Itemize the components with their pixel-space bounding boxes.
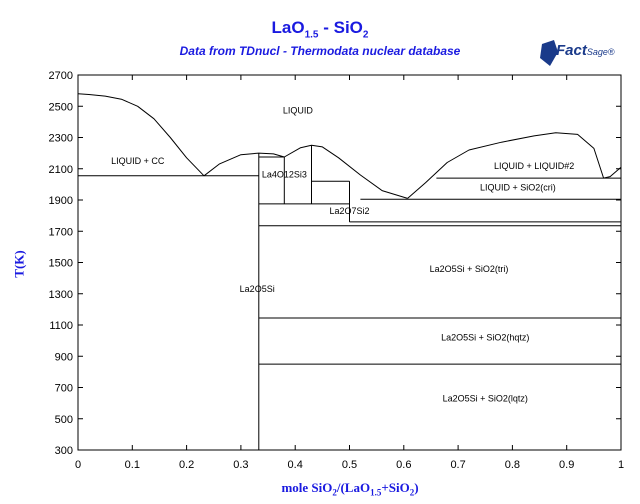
- y-tick-label: 2500: [49, 101, 73, 113]
- phase-boundary-line: [77, 93, 205, 177]
- phase-region-label: La2O5Si + SiO2(lqtz): [443, 394, 528, 404]
- y-tick-label: 700: [55, 383, 73, 395]
- y-tick-label: 500: [55, 414, 73, 426]
- phase-region-label: LIQUID + SiO2(cri): [480, 183, 556, 193]
- title-part-1: LaO: [271, 18, 305, 37]
- factsage-logo-icon: [540, 40, 558, 66]
- x-tick-label: 0.4: [288, 459, 303, 471]
- y-tick-label: 2100: [49, 164, 73, 176]
- title-subscript-1: 1.5: [304, 29, 319, 41]
- x-tick-label: 0.7: [450, 459, 465, 471]
- x-tick-label: 0.3: [233, 459, 248, 471]
- x-tick-label: 0.1: [125, 459, 140, 471]
- phase-region-label: LIQUID + LIQUID#2: [494, 161, 574, 171]
- phase-boundary-line: [203, 152, 285, 177]
- x-tick-label: 0.2: [179, 459, 194, 471]
- phase-boundary-line: [284, 144, 408, 199]
- phase-region-label: La2O7Si2: [329, 206, 369, 216]
- y-tick-label: 1500: [49, 258, 73, 270]
- y-tick-label: 1700: [49, 226, 73, 238]
- x-tick-label: 0.9: [559, 459, 574, 471]
- y-tick-label: 1900: [49, 195, 73, 207]
- x-tick-label: 0.6: [396, 459, 411, 471]
- y-tick-label: 2700: [49, 70, 73, 82]
- phase-boundary-line: [407, 132, 605, 199]
- x-tick-label: 0.8: [505, 459, 520, 471]
- y-tick-label: 2300: [49, 133, 73, 145]
- phase-region-label: LIQUID: [283, 105, 314, 115]
- phase-region-label: La2O5Si + SiO2(tri): [430, 264, 509, 274]
- x-axis-title: mole SiO2/(LaO1.5+SiO2): [281, 480, 419, 498]
- title-subscript-2: 2: [362, 29, 369, 41]
- x-tick-label: 1: [618, 459, 624, 471]
- phase-boundary-line: [603, 166, 622, 179]
- phase-region-label: La4O12Si3: [262, 169, 307, 179]
- y-tick-label: 300: [55, 445, 73, 457]
- y-tick-label: 900: [55, 351, 73, 363]
- x-tick-label: 0.5: [342, 459, 357, 471]
- chart-title: LaO1.5 - SiO2: [0, 18, 640, 40]
- x-tick-label: 0: [75, 459, 81, 471]
- phase-region-label: LIQUID + CC: [111, 156, 165, 166]
- y-tick-label: 1100: [49, 320, 73, 332]
- plot-frame: [77, 74, 622, 451]
- y-tick-label: 1300: [49, 289, 73, 301]
- title-part-2: - SiO: [318, 18, 363, 37]
- y-axis-title: T(K): [11, 250, 27, 278]
- phase-region-label: La2O5Si + SiO2(hqtz): [441, 333, 529, 343]
- chart-subtitle: Data from TDnucl - Thermodata nuclear da…: [179, 44, 461, 58]
- phase-region-label: La2O5Si: [240, 284, 275, 294]
- factsage-logo-text: FactSage®: [556, 42, 615, 59]
